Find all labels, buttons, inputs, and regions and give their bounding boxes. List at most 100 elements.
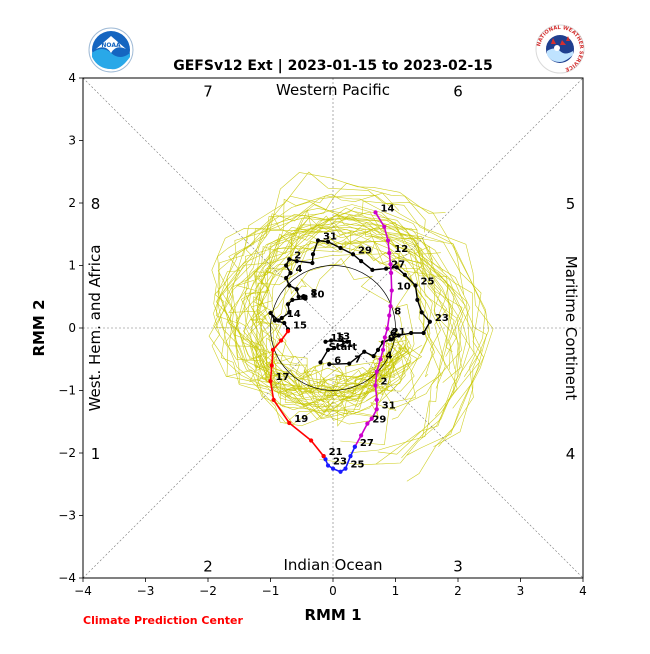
data-point: [310, 252, 316, 257]
data-point: [327, 362, 332, 367]
nws-logo-icon: NATIONAL WEATHER SERVICE: [535, 24, 585, 74]
ensemble-member-line: [229, 214, 475, 465]
data-point: [373, 383, 378, 388]
phase-number-label: 5: [566, 195, 576, 213]
ensemble-member-line: [215, 195, 418, 399]
data-point: [402, 272, 407, 277]
y-tick-label: −1: [58, 384, 76, 398]
data-point-label: 12: [394, 244, 408, 255]
ensemble-member-line: [255, 230, 442, 420]
data-point-label: 23: [435, 313, 449, 324]
data-point: [415, 297, 420, 302]
x-tick-label: 4: [579, 584, 587, 598]
data-point: [338, 469, 343, 474]
x-tick-label: 3: [517, 584, 525, 598]
ensemble-member-line: [215, 201, 487, 482]
data-point: [421, 330, 426, 336]
data-point: [343, 466, 348, 471]
data-point-label: 14: [287, 309, 301, 320]
data-point: [315, 238, 321, 243]
data-point: [380, 347, 386, 352]
ensemble-member-line: [254, 217, 462, 454]
data-point: [325, 463, 331, 468]
x-tick-label: −4: [74, 584, 92, 598]
data-point: [271, 397, 276, 402]
y-tick-label: 0: [68, 321, 76, 335]
data-point: [338, 245, 343, 251]
data-point: [329, 338, 334, 343]
data-point: [296, 294, 301, 299]
data-point-label: 14: [381, 203, 395, 214]
data-point: [268, 310, 273, 316]
data-point: [373, 210, 378, 215]
data-point: [396, 333, 401, 338]
data-point-label: 15: [331, 333, 345, 344]
x-axis-label: RMM 1: [304, 606, 361, 624]
data-point-label: 6: [334, 355, 341, 366]
data-point: [287, 283, 292, 288]
phase-number-label: 3: [453, 558, 463, 576]
data-point: [385, 238, 391, 243]
data-point-label: 10: [397, 282, 411, 293]
data-point-label: 2: [381, 377, 388, 388]
data-point: [378, 357, 383, 362]
data-point: [352, 444, 357, 449]
data-point: [348, 454, 353, 459]
data-point: [389, 270, 394, 276]
data-point: [294, 287, 299, 292]
data-point: [388, 262, 393, 267]
data-point: [318, 360, 323, 365]
data-point: [323, 339, 328, 344]
data-point: [321, 454, 326, 459]
data-point: [375, 347, 381, 352]
ensemble-member-line: [213, 210, 441, 427]
data-point-label: 6: [390, 328, 397, 339]
data-point: [325, 239, 331, 244]
region-label-top: Western Pacific: [276, 81, 390, 99]
data-point-label: 8: [311, 288, 318, 299]
data-point: [370, 267, 375, 272]
y-axis-label: RMM 2: [30, 299, 48, 356]
data-point: [350, 252, 356, 257]
data-point: [362, 349, 367, 354]
phase-number-label: 6: [453, 83, 463, 101]
data-point-label: 21: [329, 447, 343, 458]
data-point: [284, 263, 289, 268]
data-point: [268, 379, 273, 384]
data-point: [413, 283, 418, 288]
data-point: [394, 265, 399, 270]
data-point: [369, 416, 374, 421]
x-tick-label: 1: [392, 584, 400, 598]
data-point-label: 23: [333, 457, 347, 468]
ensemble-members: [208, 171, 494, 482]
data-point: [309, 438, 314, 443]
region-label-bottom: Indian Ocean: [283, 556, 382, 574]
y-tick-label: −2: [58, 446, 76, 460]
y-tick-label: −3: [58, 509, 76, 523]
data-point: [387, 313, 392, 318]
ensemble-member-line: [253, 222, 455, 393]
data-point: [419, 310, 424, 315]
data-point: [409, 330, 414, 336]
data-point: [282, 320, 287, 326]
data-point-label: 2: [294, 250, 301, 261]
data-point: [330, 466, 336, 471]
phase-number-label: 1: [91, 445, 101, 463]
data-point: [384, 266, 389, 271]
ensemble-member-line: [271, 240, 428, 404]
data-point: [287, 420, 292, 426]
data-point-label: 31: [382, 400, 396, 411]
data-point-label: 25: [351, 460, 365, 471]
ensemble-member-line: [250, 223, 453, 402]
data-point: [374, 407, 379, 412]
noaa-logo: NOAA: [88, 27, 134, 73]
data-point: [385, 326, 390, 331]
y-tick-label: 3: [68, 134, 76, 148]
phase-number-label: 2: [203, 558, 213, 576]
y-tick-label: −4: [58, 571, 76, 585]
x-tick-label: −1: [262, 584, 280, 598]
ensemble-member-line: [243, 194, 494, 414]
data-point: [347, 361, 352, 366]
data-point: [288, 270, 293, 276]
